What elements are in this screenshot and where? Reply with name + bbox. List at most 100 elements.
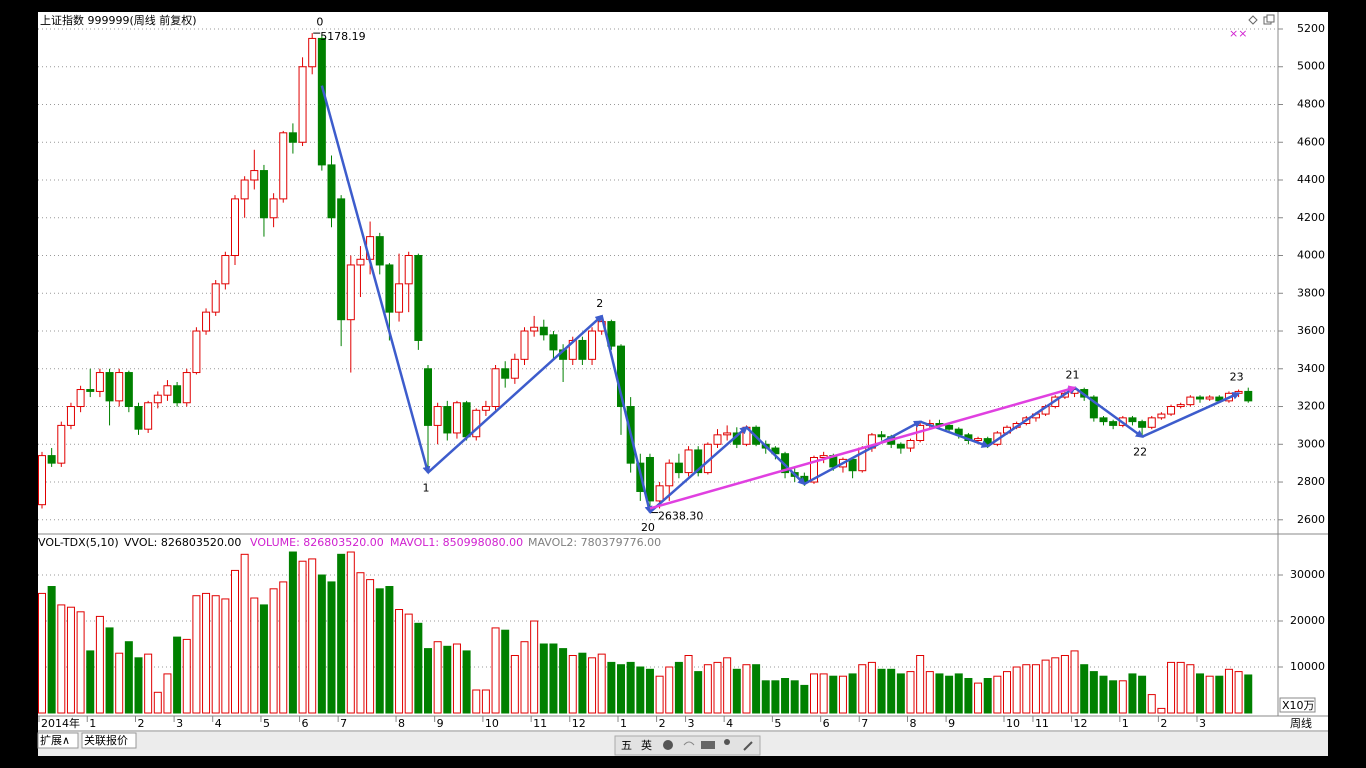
- volume-bar: [452, 643, 461, 714]
- wave-line: [427, 314, 604, 474]
- wave-label: 0: [316, 16, 323, 29]
- volume-bar: [1118, 680, 1127, 714]
- volume-legend: VOL-TDX(5,10): [38, 536, 119, 549]
- candle-body: [481, 406, 490, 411]
- volume-bar: [346, 551, 355, 714]
- icon[interactable]: [1248, 15, 1258, 25]
- candle-body: [134, 406, 143, 430]
- volume-bar: [819, 673, 828, 714]
- icon[interactable]: [683, 741, 695, 746]
- volume-bar: [443, 645, 452, 714]
- period-label: 周线: [1290, 716, 1312, 730]
- volume-bar: [1089, 671, 1098, 714]
- candle-body: [1099, 417, 1108, 423]
- icon[interactable]: [724, 739, 730, 745]
- volume-bar: [1176, 661, 1185, 714]
- icon[interactable]: [743, 741, 753, 751]
- icon[interactable]: [701, 741, 715, 749]
- volume-bar: [279, 581, 288, 714]
- candle-body: [491, 368, 500, 408]
- annotation: 2638.30: [658, 510, 704, 523]
- volume-bar: [115, 652, 124, 714]
- volume-bar: [1167, 661, 1176, 714]
- volume-bar: [887, 668, 896, 714]
- x-tick-label: 6: [823, 717, 830, 730]
- candle-body: [375, 236, 384, 266]
- volume-bar: [588, 657, 597, 714]
- volume-bar: [655, 675, 664, 714]
- candle-body: [510, 358, 519, 379]
- volume-bar: [38, 592, 46, 714]
- candle-body: [76, 389, 85, 408]
- wave-label: 21: [1066, 369, 1080, 382]
- candle-body: [337, 198, 346, 321]
- icon[interactable]: [1266, 14, 1275, 23]
- volume-bar: [800, 684, 809, 714]
- wave-label: 20: [641, 521, 655, 534]
- annotation: 5178.19: [320, 30, 366, 43]
- x-tick-label: 10: [485, 717, 499, 730]
- y-tick-label: 2800: [1297, 475, 1325, 488]
- volume-bar: [1157, 707, 1166, 714]
- candle-body: [192, 330, 201, 374]
- volume-bar: [665, 666, 674, 714]
- y-tick-label: 4400: [1297, 173, 1325, 186]
- candle-body: [645, 456, 654, 502]
- tab[interactable]: [81, 732, 137, 749]
- volume-legend: VOLUME: 826803520.00: [250, 536, 384, 549]
- candle-body: [182, 372, 191, 404]
- x-tick-label: 2: [1160, 717, 1167, 730]
- volume-bar: [684, 655, 693, 714]
- candle-body: [896, 443, 905, 449]
- x-tick-label: 2: [138, 717, 145, 730]
- toolbar-item[interactable]: 五: [621, 739, 632, 752]
- x-tick-label: 3: [176, 717, 183, 730]
- volume-bar: [308, 558, 317, 714]
- volume-bar: [636, 666, 645, 714]
- y-tick-label: 2600: [1297, 513, 1325, 526]
- volume-bar: [626, 661, 635, 714]
- volume-bar: [771, 680, 780, 714]
- tab-label[interactable]: 关联报价: [84, 733, 128, 747]
- volume-bar: [472, 689, 481, 714]
- x-tick-label: 1: [89, 717, 96, 730]
- volume-bar: [723, 657, 732, 714]
- candle-body: [588, 330, 597, 360]
- volume-bar: [896, 673, 905, 714]
- volume-bar: [76, 611, 85, 714]
- candle-body: [414, 255, 423, 341]
- candle-body: [1147, 417, 1156, 428]
- candle-body: [240, 179, 249, 200]
- volume-bar: [974, 682, 983, 714]
- volume-bar: [810, 673, 818, 714]
- wave-line: [600, 315, 653, 515]
- volume-bar: [95, 615, 104, 714]
- x-tick-label: 2014年: [41, 716, 80, 730]
- candle-body: [288, 132, 297, 143]
- x-tick-label: 2: [659, 717, 666, 730]
- volume-legend: MAVOL2: 780379776.00: [528, 536, 661, 549]
- candle-body: [66, 406, 75, 426]
- tab[interactable]: [37, 732, 79, 749]
- y-tick-label: 4800: [1297, 97, 1325, 110]
- y-tick-label: 5200: [1297, 22, 1325, 35]
- volume-bar: [1051, 657, 1060, 714]
- volume-bar: [375, 588, 384, 714]
- volume-bar: [240, 553, 249, 714]
- volume-bar: [1186, 664, 1195, 714]
- volume-bar: [510, 655, 519, 714]
- volume-bar: [1205, 675, 1214, 714]
- candle-body: [665, 462, 674, 487]
- candle-body: [655, 485, 664, 502]
- toolbar: [614, 735, 761, 756]
- icon[interactable]: [663, 740, 673, 750]
- volume-bar: [395, 609, 404, 714]
- toolbar-item[interactable]: 英: [641, 738, 652, 752]
- x-tick-label: 6: [302, 717, 309, 730]
- tab-label[interactable]: 扩展∧: [40, 733, 70, 747]
- volume-bar: [317, 574, 326, 714]
- candle-body: [1167, 406, 1176, 415]
- volume-bar: [1080, 664, 1089, 714]
- volume-bar: [404, 613, 413, 714]
- candle-body: [298, 66, 307, 143]
